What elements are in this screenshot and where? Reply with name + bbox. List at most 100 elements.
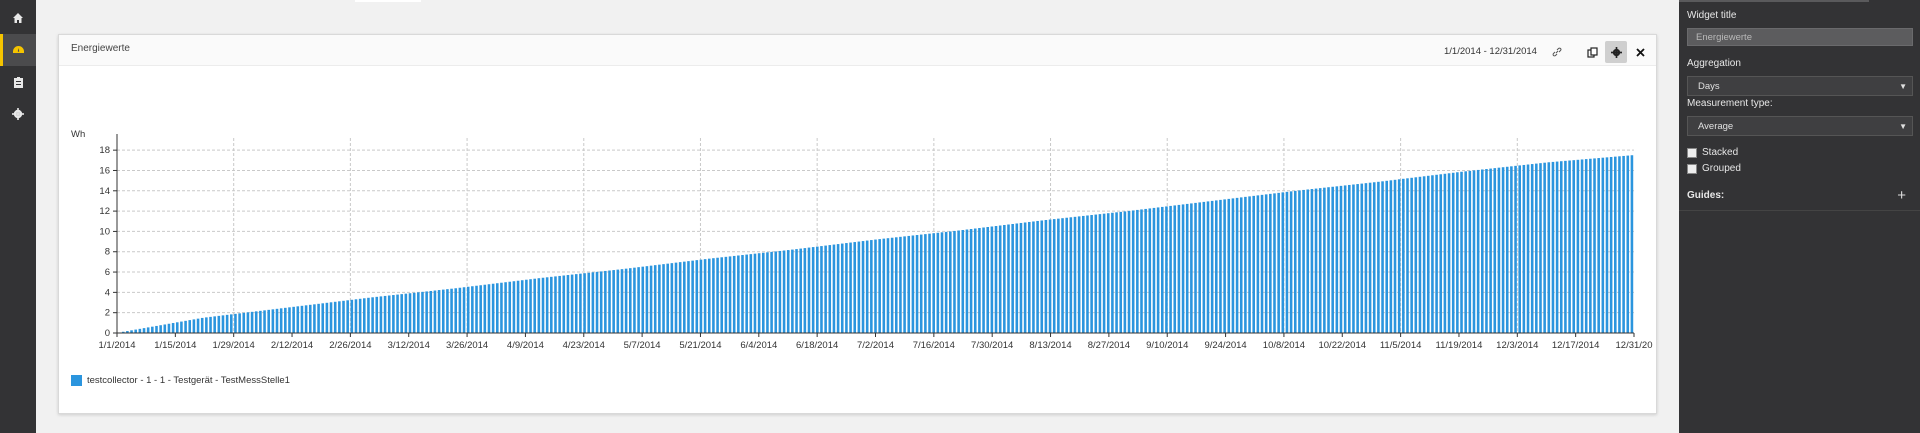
bar xyxy=(512,281,516,333)
bar xyxy=(944,231,948,333)
bar xyxy=(749,254,753,333)
bar xyxy=(433,290,437,333)
close-button[interactable] xyxy=(1629,41,1651,63)
legend[interactable]: testcollector - 1 - 1 - Testgerät - Test… xyxy=(71,375,290,386)
bar xyxy=(1127,210,1131,333)
checkbox-box[interactable] xyxy=(1687,163,1697,174)
bar xyxy=(155,325,158,333)
bar xyxy=(545,277,549,333)
bar xyxy=(1339,185,1343,333)
bar xyxy=(583,273,586,333)
link-button[interactable] xyxy=(1546,41,1568,63)
bar xyxy=(1539,163,1542,333)
x-tick-label: 9/10/2014 xyxy=(1146,340,1188,351)
add-guide-button[interactable]: + xyxy=(1897,187,1906,204)
bar xyxy=(678,262,682,333)
bar xyxy=(196,318,200,333)
bar xyxy=(953,230,956,333)
bar xyxy=(612,270,615,333)
settings-button[interactable] xyxy=(1605,41,1627,63)
bar xyxy=(396,294,399,333)
bar xyxy=(666,263,669,333)
chart-widget: Energiewerte 1/1/2014 - 12/31/2014 0 2 4 6 8… xyxy=(58,34,1657,414)
y-tick-label: 0 xyxy=(105,328,110,339)
x-tick-label: 12/17/2014 xyxy=(1552,340,1600,351)
bar xyxy=(192,319,196,333)
bar xyxy=(1397,179,1401,333)
bar xyxy=(662,264,665,333)
nav-home-button[interactable] xyxy=(0,2,36,34)
bar xyxy=(1584,159,1588,333)
measurement-type-select[interactable]: Average ▼ xyxy=(1687,116,1913,136)
bar xyxy=(1389,180,1393,333)
bar xyxy=(375,296,379,333)
settings-icon xyxy=(12,108,24,120)
chart-area: 0 2 4 6 8 10 12 14 16 18 1/1/2014 1/15/2014 1/29/201… xyxy=(59,65,1656,381)
x-tick-label: 12/3/2014 xyxy=(1496,340,1538,351)
bar xyxy=(454,288,458,333)
bar xyxy=(151,326,154,333)
x-tick-label: 8/27/2014 xyxy=(1088,340,1130,351)
bar xyxy=(284,307,287,333)
bar xyxy=(1094,214,1098,333)
bar xyxy=(1406,178,1409,333)
bar xyxy=(550,276,553,333)
copy-button[interactable] xyxy=(1581,41,1603,63)
bar xyxy=(1032,221,1035,333)
bar xyxy=(205,317,208,333)
bar xyxy=(425,291,428,333)
bar xyxy=(940,232,944,333)
bar xyxy=(836,244,840,333)
bar xyxy=(1131,210,1135,333)
nav-clipboard-button[interactable] xyxy=(0,66,36,98)
bar xyxy=(288,307,291,333)
bar xyxy=(732,255,736,333)
x-tick-label: 7/2/2014 xyxy=(857,340,894,351)
bar xyxy=(928,233,931,333)
x-tick-label: 10/8/2014 xyxy=(1263,340,1305,351)
bar xyxy=(533,278,536,333)
bar xyxy=(450,288,453,333)
y-tick-label: 8 xyxy=(105,247,110,258)
bar xyxy=(1165,206,1168,333)
stacked-checkbox[interactable]: Stacked xyxy=(1687,147,1738,158)
bar xyxy=(1505,166,1509,333)
bar xyxy=(886,238,890,333)
bar xyxy=(429,290,433,333)
bar xyxy=(1102,213,1106,333)
bar xyxy=(828,245,832,333)
bar xyxy=(911,235,915,333)
bar xyxy=(163,324,167,333)
bar xyxy=(1048,219,1052,333)
bar xyxy=(1497,167,1501,333)
date-range[interactable]: 1/1/2014 - 12/31/2014 xyxy=(1444,46,1537,57)
widget-title-input[interactable]: Energiewerte xyxy=(1687,28,1913,46)
bar xyxy=(379,296,383,333)
bar xyxy=(624,268,628,333)
bar xyxy=(209,316,212,333)
bar xyxy=(641,266,645,333)
nav-dashboard-button[interactable] xyxy=(0,34,36,66)
bar xyxy=(267,309,270,333)
bar xyxy=(1306,189,1310,333)
bar xyxy=(167,323,171,333)
bar xyxy=(695,260,699,333)
bar xyxy=(899,236,902,333)
bar xyxy=(1194,202,1197,333)
bar xyxy=(1086,215,1089,333)
bar xyxy=(234,313,237,333)
checkbox-box[interactable] xyxy=(1687,147,1697,158)
bar xyxy=(520,280,524,333)
bar xyxy=(1260,194,1264,333)
bar xyxy=(857,241,861,333)
bar xyxy=(1385,180,1388,333)
nav-settings-button[interactable] xyxy=(0,98,36,130)
aggregation-select[interactable]: Days ▼ xyxy=(1687,76,1913,96)
grouped-checkbox[interactable]: Grouped xyxy=(1687,163,1741,174)
y-tick-label: 4 xyxy=(105,287,110,298)
bar xyxy=(1027,221,1031,333)
bar xyxy=(861,241,865,333)
bar xyxy=(1630,155,1634,333)
x-tick-label: 11/5/2014 xyxy=(1380,340,1422,351)
bar xyxy=(358,298,362,333)
